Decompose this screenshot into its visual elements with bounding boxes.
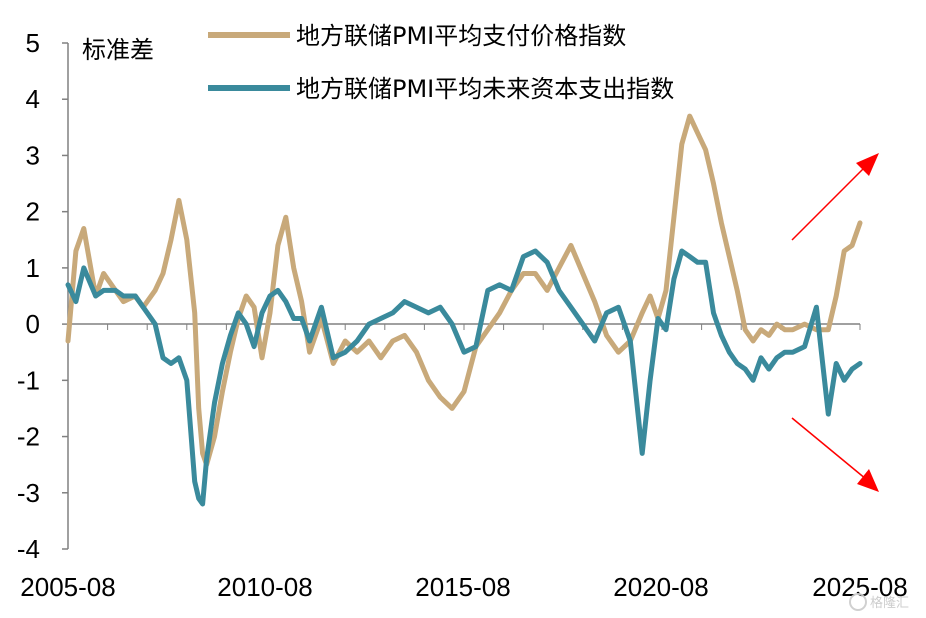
legend-item-price: 地方联储PMI平均支付价格指数 [208,22,626,50]
arrow-up-right [791,159,873,241]
legend-label-price: 地方联储PMI平均支付价格指数 [296,22,626,50]
y-tick-label: 2 [26,197,40,227]
arrow-down-right [791,417,873,485]
y-tick-label: -2 [17,422,40,452]
y-tick-label: -3 [17,478,40,508]
watermark: 格隆汇 [849,593,909,611]
x-tick-label: 2015-08 [415,572,510,602]
arrowhead-up-right [856,153,879,176]
legend-item-capex: 地方联储PMI平均未来资本支出指数 [208,75,674,103]
legend-label-capex: 地方联储PMI平均未来资本支出指数 [296,75,674,103]
y-tick-label: -1 [17,365,40,395]
series-line-capex [65,248,863,507]
x-tick-label: 2025-08 [812,572,907,602]
legend: 地方联储PMI平均支付价格指数 地方联储PMI平均未来资本支出指数 [208,22,674,103]
axes: 5 4 3 2 1 0 -1 -2 -3 -4 2005-08 2010-08 2015-08 2020… [17,28,908,602]
y-tick-label: 3 [26,140,40,170]
y-tick-label: 1 [26,253,40,283]
x-tick-label: 2005-08 [20,572,115,602]
series-layer [65,113,863,507]
x-ticks: 2005-08 2010-08 2015-08 2020-08 2025-08 [20,324,908,602]
y-tick-label: 5 [26,28,40,58]
y-tick-label: -4 [17,534,40,564]
annotations [791,153,879,492]
y-tick-label: 4 [26,84,40,114]
arrowhead-down-right [857,469,879,492]
watermark-text: 格隆汇 [870,595,909,611]
y-tick-label: 0 [26,309,40,339]
x-tick-label: 2020-08 [613,572,708,602]
watermark-logo-icon [849,593,867,611]
y-axis-label: 标准差 [82,36,154,64]
x-tick-label: 2010-08 [217,572,312,602]
y-ticks: 5 4 3 2 1 0 -1 -2 -3 -4 [17,28,68,564]
